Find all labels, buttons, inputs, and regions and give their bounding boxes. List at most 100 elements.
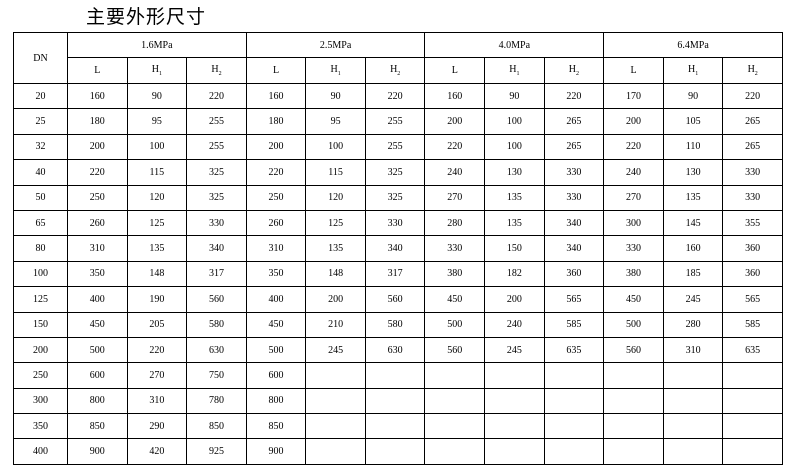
table-row: 300 800 310 780 800	[13, 387, 783, 415]
dimension-cell: 125	[305, 209, 366, 237]
dimension-cell: 95	[126, 108, 188, 135]
column-header: L	[245, 57, 307, 84]
table-row: 40 220 115 325 220 115 325 240 130 330 240 130 330	[13, 159, 783, 186]
dimension-cell: 160	[67, 82, 128, 110]
dimension-cell: 135	[484, 209, 545, 237]
dimension-cell: 400	[67, 286, 128, 313]
column-header-subscript: 1	[158, 71, 162, 77]
dimension-cell: 330	[722, 184, 783, 211]
column-header-subscript: 2	[218, 71, 222, 77]
column-header-label: L	[451, 65, 458, 76]
column-header-label: H	[509, 64, 517, 75]
dimension-cell: 220	[424, 133, 486, 161]
dimension-cell: 200	[245, 133, 307, 161]
pressure-group-header: 4.0MPa	[424, 32, 605, 58]
dimension-cell: 90	[126, 82, 188, 110]
dimension-cell	[484, 438, 545, 465]
dimension-cell: 220	[722, 82, 783, 110]
column-header: H1	[484, 57, 545, 84]
column-header: H2	[722, 57, 783, 84]
dimension-cell: 265	[543, 133, 605, 161]
dimension-cell: 200	[603, 108, 664, 135]
table-row: 65 260 125 330 260 125 330 280 135 340 300 145 355	[13, 209, 783, 237]
dimension-cell: 135	[484, 184, 545, 211]
dimension-cell: 280	[424, 209, 486, 237]
dimension-cell: 130	[662, 159, 724, 186]
column-header-subscript: 2	[576, 71, 580, 77]
dimension-cell: 170	[603, 82, 664, 110]
dimension-cell: 330	[722, 159, 783, 186]
dimension-cell: 560	[603, 336, 664, 364]
column-header: L	[67, 57, 128, 84]
dimension-cell: 260	[67, 209, 128, 237]
table-row: 150 450 205 580 450 210 580 500 240 585 500 280 585	[13, 311, 783, 338]
dimension-cell: 317	[364, 260, 426, 288]
dn-cell: 65	[13, 209, 68, 237]
dimension-cell	[603, 362, 664, 389]
pressure-group-header: 1.6MPa	[67, 32, 247, 58]
column-header-label: H	[390, 64, 398, 75]
dimension-cell: 160	[662, 235, 724, 262]
dimension-cell: 925	[186, 438, 247, 465]
dimension-cell: 355	[722, 209, 783, 237]
dimension-cell: 160	[245, 82, 307, 110]
dn-cell: 150	[13, 311, 68, 338]
dimension-cell: 330	[424, 235, 486, 262]
dimension-cell	[424, 413, 486, 440]
dimension-cell: 125	[126, 209, 188, 237]
dimension-cell	[662, 362, 724, 389]
dn-cell: 350	[13, 413, 68, 440]
column-header-label: H	[747, 64, 755, 75]
dimension-cell: 115	[305, 159, 366, 186]
dimension-cell: 317	[186, 260, 247, 288]
column-header-label: H	[330, 64, 338, 75]
dimension-cell	[662, 413, 724, 440]
dimension-cell: 120	[126, 184, 188, 211]
dimension-cell: 330	[543, 184, 605, 211]
dimension-cell	[543, 387, 605, 415]
dimension-cell: 360	[543, 260, 605, 288]
dimension-cell: 900	[245, 438, 307, 465]
column-header-label: H	[687, 64, 696, 75]
dimension-cell	[305, 413, 366, 440]
dimension-cell: 325	[186, 159, 247, 186]
dimension-cell: 500	[67, 336, 128, 364]
dimension-cell	[364, 438, 426, 465]
table-row: 125 400 190 560 400 200 560 450 200 565 450 245 565	[13, 286, 783, 313]
dimension-cell: 500	[603, 311, 664, 338]
dimension-cell: 310	[126, 387, 188, 415]
dimension-cell: 340	[543, 209, 605, 237]
dimension-cell: 560	[424, 336, 486, 364]
dimension-cell: 900	[67, 438, 128, 465]
column-header-subscript: 1	[516, 71, 520, 77]
dn-cell: 32	[13, 133, 68, 161]
dimension-cell: 245	[662, 286, 724, 313]
dimension-cell: 240	[484, 311, 545, 338]
dimension-cell: 280	[662, 311, 724, 338]
column-header-label: L	[272, 65, 280, 76]
column-header: H2	[364, 57, 426, 84]
dimension-cell: 750	[186, 362, 247, 389]
dimension-cell: 585	[543, 311, 605, 338]
dimension-cell	[662, 387, 724, 415]
dimension-cell: 270	[126, 362, 188, 389]
dn-cell: 50	[13, 184, 68, 211]
dimension-cell: 330	[186, 209, 247, 237]
dimension-cell: 600	[245, 362, 307, 389]
table-row: 25 180 95 255 180 95 255 200 100 265 200 105 265	[13, 108, 783, 135]
dn-cell: 80	[13, 235, 68, 262]
table-row: 200 500 220 630 500 245 630 560 245 635 560 310 635	[13, 336, 783, 364]
dimension-cell: 340	[364, 235, 426, 262]
dimension-cell: 130	[484, 159, 545, 186]
table-row: 80 310 135 340 310 135 340 330 150 340 330 160 360	[13, 235, 783, 262]
column-header-label: L	[94, 65, 101, 76]
dimension-cell	[364, 362, 426, 389]
dimension-cell: 100	[305, 133, 366, 161]
dimension-cell: 265	[543, 108, 605, 135]
dimension-cell: 450	[603, 286, 664, 313]
dimension-cell: 585	[722, 311, 783, 338]
dimension-cell	[722, 413, 783, 440]
dimension-cell: 270	[424, 184, 486, 211]
dimension-cell: 95	[305, 108, 366, 135]
column-header: H1	[662, 57, 724, 84]
